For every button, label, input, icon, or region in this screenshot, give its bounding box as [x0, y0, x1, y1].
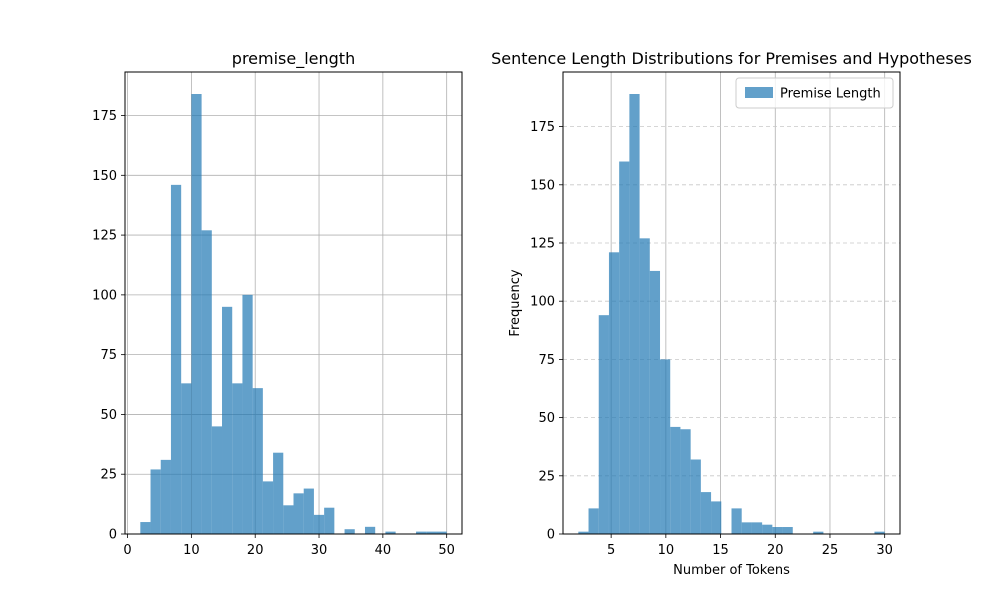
x-tick-label: 5	[607, 543, 615, 558]
histogram-bar	[242, 294, 253, 534]
axes-frame	[124, 71, 463, 535]
histogram-bar	[324, 507, 335, 534]
chart-title: Sentence Length Distributions for Premis…	[491, 49, 972, 68]
histogram-bar	[160, 459, 171, 534]
legend-label: Premise Length	[780, 87, 881, 102]
y-tick-label: 50	[538, 411, 555, 426]
histogram-bar	[293, 493, 304, 534]
sentence-length-histogram: 5 10 15 20 25 30 0 25 50 75 100 125 150 175 Sentence L…	[491, 49, 972, 578]
legend: Premise Length	[735, 77, 894, 109]
histogram-bar	[211, 426, 223, 534]
y-tick-label: 0	[109, 528, 117, 543]
axes-frame	[562, 71, 901, 535]
histogram-bar	[232, 383, 243, 534]
x-tick-label: 20	[767, 543, 784, 558]
histogram-bar	[813, 531, 824, 534]
histogram-bar	[731, 508, 742, 534]
y-tick-label: 125	[530, 236, 555, 251]
histogram-bar	[436, 531, 447, 534]
histogram-bar	[252, 388, 263, 534]
histogram-bar	[222, 306, 233, 534]
histogram-bar	[578, 531, 589, 534]
y-tick-label: 75	[100, 348, 117, 363]
histogram-bar	[762, 524, 773, 534]
x-tick-label: 15	[712, 543, 729, 558]
histogram-bar	[700, 492, 712, 534]
histogram-bar	[262, 481, 274, 534]
histogram-bar	[639, 238, 650, 534]
premise-length-histogram: 0 10 20 30 40 50 0 25 50 75 100 125 150 175 premise_le…	[92, 49, 463, 558]
y-tick-label: 150	[530, 178, 555, 193]
histogram-bar	[364, 526, 376, 534]
histogram-bar	[741, 522, 752, 534]
x-tick-label: 10	[658, 543, 675, 558]
x-tick-label: 40	[375, 543, 392, 558]
legend-box	[735, 77, 894, 109]
y-tick-label: 175	[530, 120, 555, 135]
x-axis-label: Number of Tokens	[673, 563, 790, 578]
histogram-bar	[191, 94, 202, 534]
histogram-bar	[385, 531, 396, 534]
histogram-bar	[608, 252, 620, 534]
y-tick-label: 125	[92, 229, 117, 244]
histogram-bar	[680, 429, 691, 534]
x-tick-label: 25	[822, 543, 839, 558]
x-tick-label: 30	[876, 543, 893, 558]
y-tick-label: 75	[538, 353, 555, 368]
histogram-bar	[782, 527, 793, 534]
y-axis-label: Frequency	[508, 269, 523, 336]
x-tick-label: 0	[123, 543, 131, 558]
histogram-bar	[150, 469, 161, 534]
histogram-bar	[660, 359, 671, 534]
histogram-bar	[426, 531, 437, 534]
histogram-bar	[629, 94, 640, 534]
histogram-bar	[303, 488, 314, 534]
histogram-bar	[751, 522, 763, 534]
histogram-bar	[344, 529, 355, 534]
y-tick-label: 150	[92, 169, 117, 184]
histogram-bar	[283, 505, 294, 534]
x-tick-label: 10	[183, 543, 200, 558]
histogram-bar	[670, 426, 681, 534]
histogram-bar	[588, 508, 599, 534]
histogram-bar	[711, 501, 722, 534]
y-tick-label: 25	[538, 469, 555, 484]
y-tick-label: 50	[100, 408, 117, 423]
histogram-bar	[619, 161, 630, 534]
histogram-bar	[140, 522, 151, 534]
x-tick-label: 30	[311, 543, 328, 558]
y-tick-label: 25	[100, 468, 117, 483]
y-tick-label: 100	[92, 288, 117, 303]
histogram-bar	[772, 527, 783, 534]
histogram-bar	[649, 270, 661, 534]
x-tick-label: 20	[247, 543, 264, 558]
y-tick-label: 0	[547, 528, 555, 543]
legend-swatch	[745, 87, 773, 98]
histogram-bar	[690, 459, 701, 534]
histogram-bar	[201, 230, 212, 534]
x-tick-label: 50	[438, 543, 455, 558]
histogram-bar	[170, 184, 182, 534]
histogram-bar	[598, 315, 609, 534]
histogram-bar	[874, 531, 885, 534]
chart-title: premise_length	[232, 49, 355, 69]
histogram-bar	[313, 514, 325, 534]
histogram-bar	[273, 452, 284, 534]
y-tick-label: 100	[530, 295, 555, 310]
y-tick-label: 175	[92, 109, 117, 124]
histogram-bar	[416, 531, 427, 534]
histogram-bar	[181, 383, 192, 534]
